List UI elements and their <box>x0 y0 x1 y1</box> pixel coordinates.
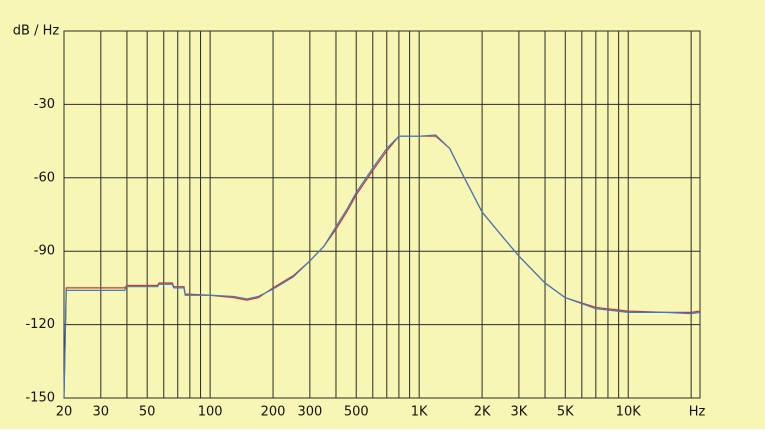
x-tick-label: 5K <box>557 405 574 420</box>
x-tick-label: 300 <box>297 405 322 420</box>
x-tick-label: 200 <box>261 405 286 420</box>
y-tick-label: -120 <box>25 317 55 332</box>
x-axis-label: Hz <box>689 405 706 420</box>
y-tick-label: -30 <box>34 97 55 112</box>
series-line <box>63 134 701 399</box>
y-tick-label: -150 <box>25 391 55 406</box>
x-tick-label: 500 <box>344 405 369 420</box>
y-axis-label: dB / Hz <box>13 24 60 39</box>
y-tick-label: -90 <box>34 244 55 259</box>
x-tick-label: 30 <box>93 405 110 420</box>
x-tick-label: 50 <box>139 405 156 420</box>
x-tick-label: 10K <box>616 405 642 420</box>
x-tick-label: 2K <box>474 405 491 420</box>
x-tick-label: 1K <box>411 405 428 420</box>
plot-frame <box>63 30 701 399</box>
x-tick-label: 100 <box>198 405 223 420</box>
y-tick-label: -60 <box>34 170 55 185</box>
x-tick-label: 3K <box>511 405 528 420</box>
x-tick-label: 20 <box>56 405 73 420</box>
